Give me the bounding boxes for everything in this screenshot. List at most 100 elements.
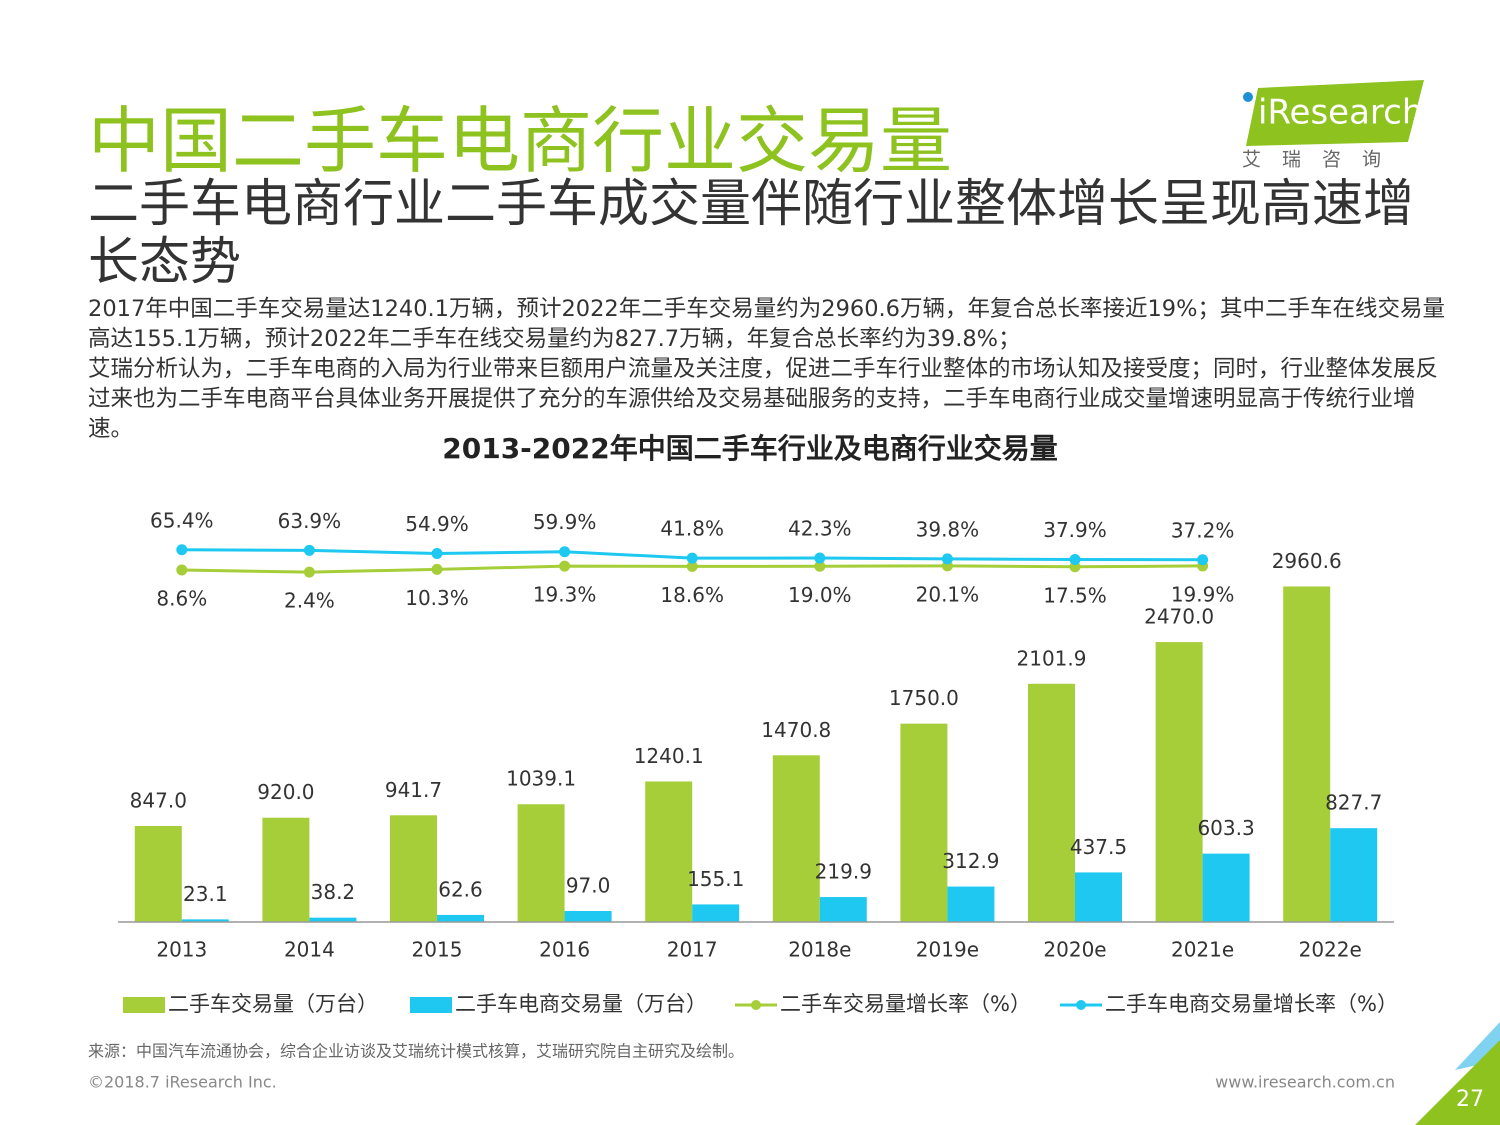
x-tick-label: 2022e	[1299, 938, 1362, 962]
bar	[947, 886, 995, 922]
bar	[692, 904, 740, 922]
x-tick-label: 2018e	[788, 938, 851, 962]
data-label: 62.6	[438, 877, 483, 901]
data-label: 19.9%	[1171, 582, 1235, 606]
line-dot	[814, 552, 826, 564]
bar	[517, 804, 565, 922]
bar	[1028, 683, 1075, 922]
data-label: 1240.1	[634, 744, 704, 768]
data-label: 2470.0	[1144, 605, 1214, 629]
line-dot	[686, 560, 698, 572]
logo-background	[1246, 80, 1424, 146]
line-dot	[176, 544, 188, 556]
bar	[772, 755, 820, 922]
bar	[437, 914, 484, 922]
legend-label: 二手车交易量（万台）	[168, 992, 378, 1016]
x-tick-label: 2014	[284, 938, 335, 962]
bar	[564, 911, 612, 922]
data-label: 437.5	[1070, 835, 1127, 859]
bar	[1202, 853, 1250, 922]
source-note: 来源：中国汽车流通协会，综合企业访谈及艾瑞统计模式核算，艾瑞研究院自主研究及绘制…	[88, 1042, 744, 1061]
line-dot	[303, 544, 315, 556]
legend-label: 二手车交易量增长率（%）	[780, 992, 1031, 1016]
line-dot	[814, 560, 826, 572]
legend-swatch	[1076, 1000, 1086, 1010]
chart-title: 2013-2022年中国二手车行业及电商行业交易量	[442, 432, 1057, 465]
data-label: 1039.1	[506, 767, 576, 791]
data-label: 37.9%	[1043, 518, 1107, 542]
bar	[1283, 586, 1331, 922]
line-dot	[1069, 554, 1081, 566]
paragraph: 2017年中国二手车交易量达1240.1万辆，预计2022年二手车交易量约为29…	[88, 296, 1445, 352]
x-tick-label: 2019e	[916, 938, 979, 962]
x-tick-label: 2020e	[1043, 938, 1106, 962]
data-label: 17.5%	[1043, 583, 1107, 607]
bar	[262, 817, 310, 922]
line-dot	[303, 566, 315, 578]
bar	[819, 897, 867, 922]
data-label: 312.9	[942, 849, 999, 873]
bar	[390, 815, 437, 922]
bar	[1330, 828, 1378, 922]
body-text: 2017年中国二手车交易量达1240.1万辆，预计2022年二手车交易量约为29…	[88, 294, 1448, 444]
line-dot	[431, 563, 443, 575]
data-label: 603.3	[1197, 816, 1254, 840]
line-dot	[176, 564, 188, 576]
data-label: 827.7	[1325, 791, 1382, 815]
data-label: 18.6%	[660, 583, 724, 607]
data-label: 65.4%	[150, 508, 214, 532]
legend-label: 二手车电商交易量（万台）	[455, 992, 707, 1016]
slide-subtitle: 二手车电商行业二手车成交量伴随行业整体增长呈现高速增长态势	[88, 175, 1415, 292]
data-label: 19.3%	[533, 583, 597, 607]
bar	[1155, 642, 1203, 922]
bar	[309, 917, 357, 922]
line-dot	[559, 560, 571, 572]
x-tick-label: 2015	[412, 938, 463, 962]
x-tick-label: 2021e	[1171, 938, 1234, 962]
bar	[645, 781, 693, 922]
data-label: 847.0	[130, 789, 187, 813]
copyright: ©2018.7 iResearch Inc.	[88, 1073, 277, 1092]
data-label: 23.1	[183, 882, 228, 906]
data-label: 2101.9	[1017, 646, 1087, 670]
legend-swatch	[410, 997, 452, 1013]
url: www.iresearch.com.cn	[1215, 1073, 1395, 1092]
data-label: 39.8%	[916, 517, 980, 541]
paragraph: 艾瑞分析认为，二手车电商的入局为行业带来巨额用户流量及关注度，促进二手车行业整体…	[88, 356, 1439, 442]
line-dot	[559, 546, 571, 558]
data-label: 1750.0	[889, 686, 959, 710]
legend-swatch	[123, 997, 165, 1013]
bar	[134, 826, 182, 922]
data-label: 2960.6	[1272, 549, 1342, 573]
data-label: 38.2	[311, 880, 356, 904]
logo-chinese: 艾瑞咨询	[1242, 149, 1402, 171]
x-tick-label: 2017	[667, 938, 718, 962]
line-dot	[686, 552, 698, 564]
data-label: 37.2%	[1171, 518, 1235, 542]
data-label: 219.9	[815, 860, 872, 884]
logo-dot	[1243, 92, 1253, 102]
corner-decoration	[1415, 1040, 1500, 1125]
line-dot	[1197, 554, 1209, 566]
data-label: 8.6%	[156, 586, 207, 610]
bar	[1075, 872, 1122, 922]
data-label: 54.9%	[405, 512, 469, 536]
data-label: 42.3%	[788, 516, 852, 540]
data-label: 59.9%	[533, 510, 597, 534]
data-label: 1470.8	[761, 718, 831, 742]
data-label: 2.4%	[284, 589, 335, 613]
page-number: 27	[1456, 1087, 1484, 1112]
x-tick-label: 2013	[156, 938, 207, 962]
data-label: 97.0	[566, 874, 611, 898]
data-label: 63.9%	[278, 509, 342, 533]
data-label: 920.0	[257, 780, 314, 804]
x-tick-label: 2016	[539, 938, 590, 962]
data-label: 941.7	[385, 778, 442, 802]
bar	[181, 919, 229, 922]
data-label: 41.8%	[660, 517, 724, 541]
line-dot	[431, 548, 443, 560]
data-label: 19.0%	[788, 583, 852, 607]
data-label: 10.3%	[405, 586, 469, 610]
